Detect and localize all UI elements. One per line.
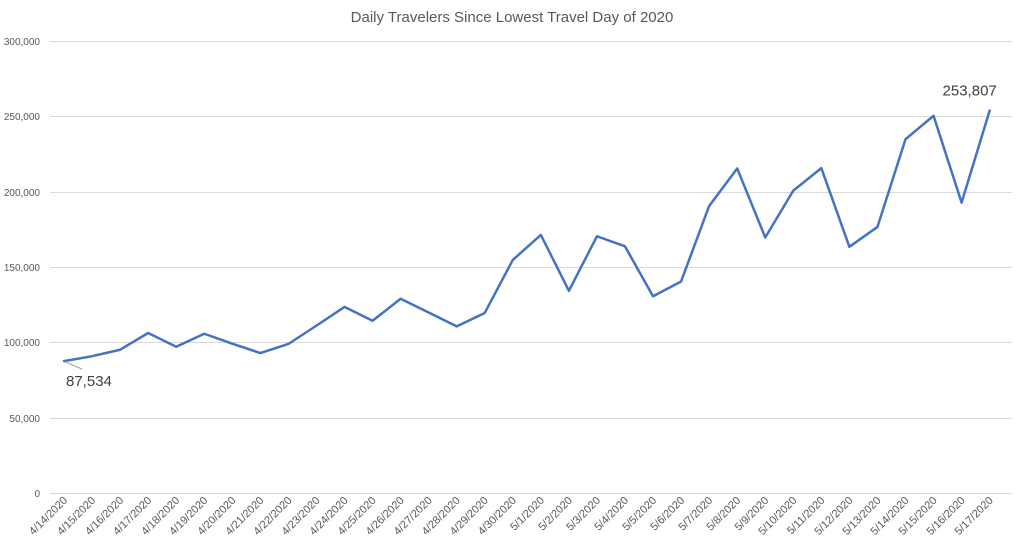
data-label-leader: [65, 361, 83, 370]
y-tick-label: 150,000: [4, 263, 41, 274]
gridlines: [50, 41, 1012, 494]
y-tick-label: 200,000: [4, 188, 41, 199]
y-tick-label: 300,000: [4, 37, 41, 48]
data-point: [539, 233, 543, 237]
data-point: [483, 311, 487, 315]
data-point: [511, 258, 515, 262]
y-axis-ticks: 0 50,000 100,000 150,000 200,000 250,000 300,0…: [4, 37, 41, 500]
data-point: [455, 324, 459, 328]
data-point: [90, 354, 94, 358]
y-tick-label: 250,000: [4, 112, 41, 123]
series-layer: [62, 109, 992, 363]
data-point: [623, 244, 627, 248]
annotation-layer: 87,534 253,807: [65, 83, 997, 390]
data-point: [819, 166, 823, 170]
data-point: [960, 201, 964, 205]
data-point: [567, 289, 571, 293]
data-point: [932, 114, 936, 118]
y-tick-label: 100,000: [4, 338, 41, 349]
data-point: [651, 294, 655, 298]
data-label: 87,534: [66, 373, 112, 390]
data-point: [286, 342, 290, 346]
data-point: [875, 225, 879, 229]
chart-title: Daily Travelers Since Lowest Travel Day …: [351, 9, 674, 26]
y-tick-label: 50,000: [9, 414, 40, 425]
x-axis-ticks: 4/14/20204/15/20204/16/20204/17/20204/18…: [27, 495, 996, 538]
data-point: [62, 359, 66, 363]
data-point: [174, 345, 178, 349]
data-point: [791, 189, 795, 193]
series-line: [62, 109, 991, 363]
data-point: [763, 235, 767, 239]
data-point: [202, 332, 206, 336]
data-point: [118, 348, 122, 352]
data-point: [595, 234, 599, 238]
y-tick-label: 0: [34, 489, 40, 500]
data-point: [988, 109, 992, 113]
data-point: [343, 305, 347, 309]
data-point: [146, 331, 150, 335]
data-point: [427, 311, 431, 315]
data-point: [399, 297, 403, 301]
data-point: [904, 137, 908, 141]
data-label: 253,807: [943, 83, 997, 100]
data-point: [258, 351, 262, 355]
data-point: [707, 204, 711, 208]
data-point: [314, 324, 318, 328]
data-point: [679, 279, 683, 283]
data-point: [735, 166, 739, 170]
data-point: [230, 342, 234, 346]
data-point: [371, 319, 375, 323]
data-point: [847, 245, 851, 249]
